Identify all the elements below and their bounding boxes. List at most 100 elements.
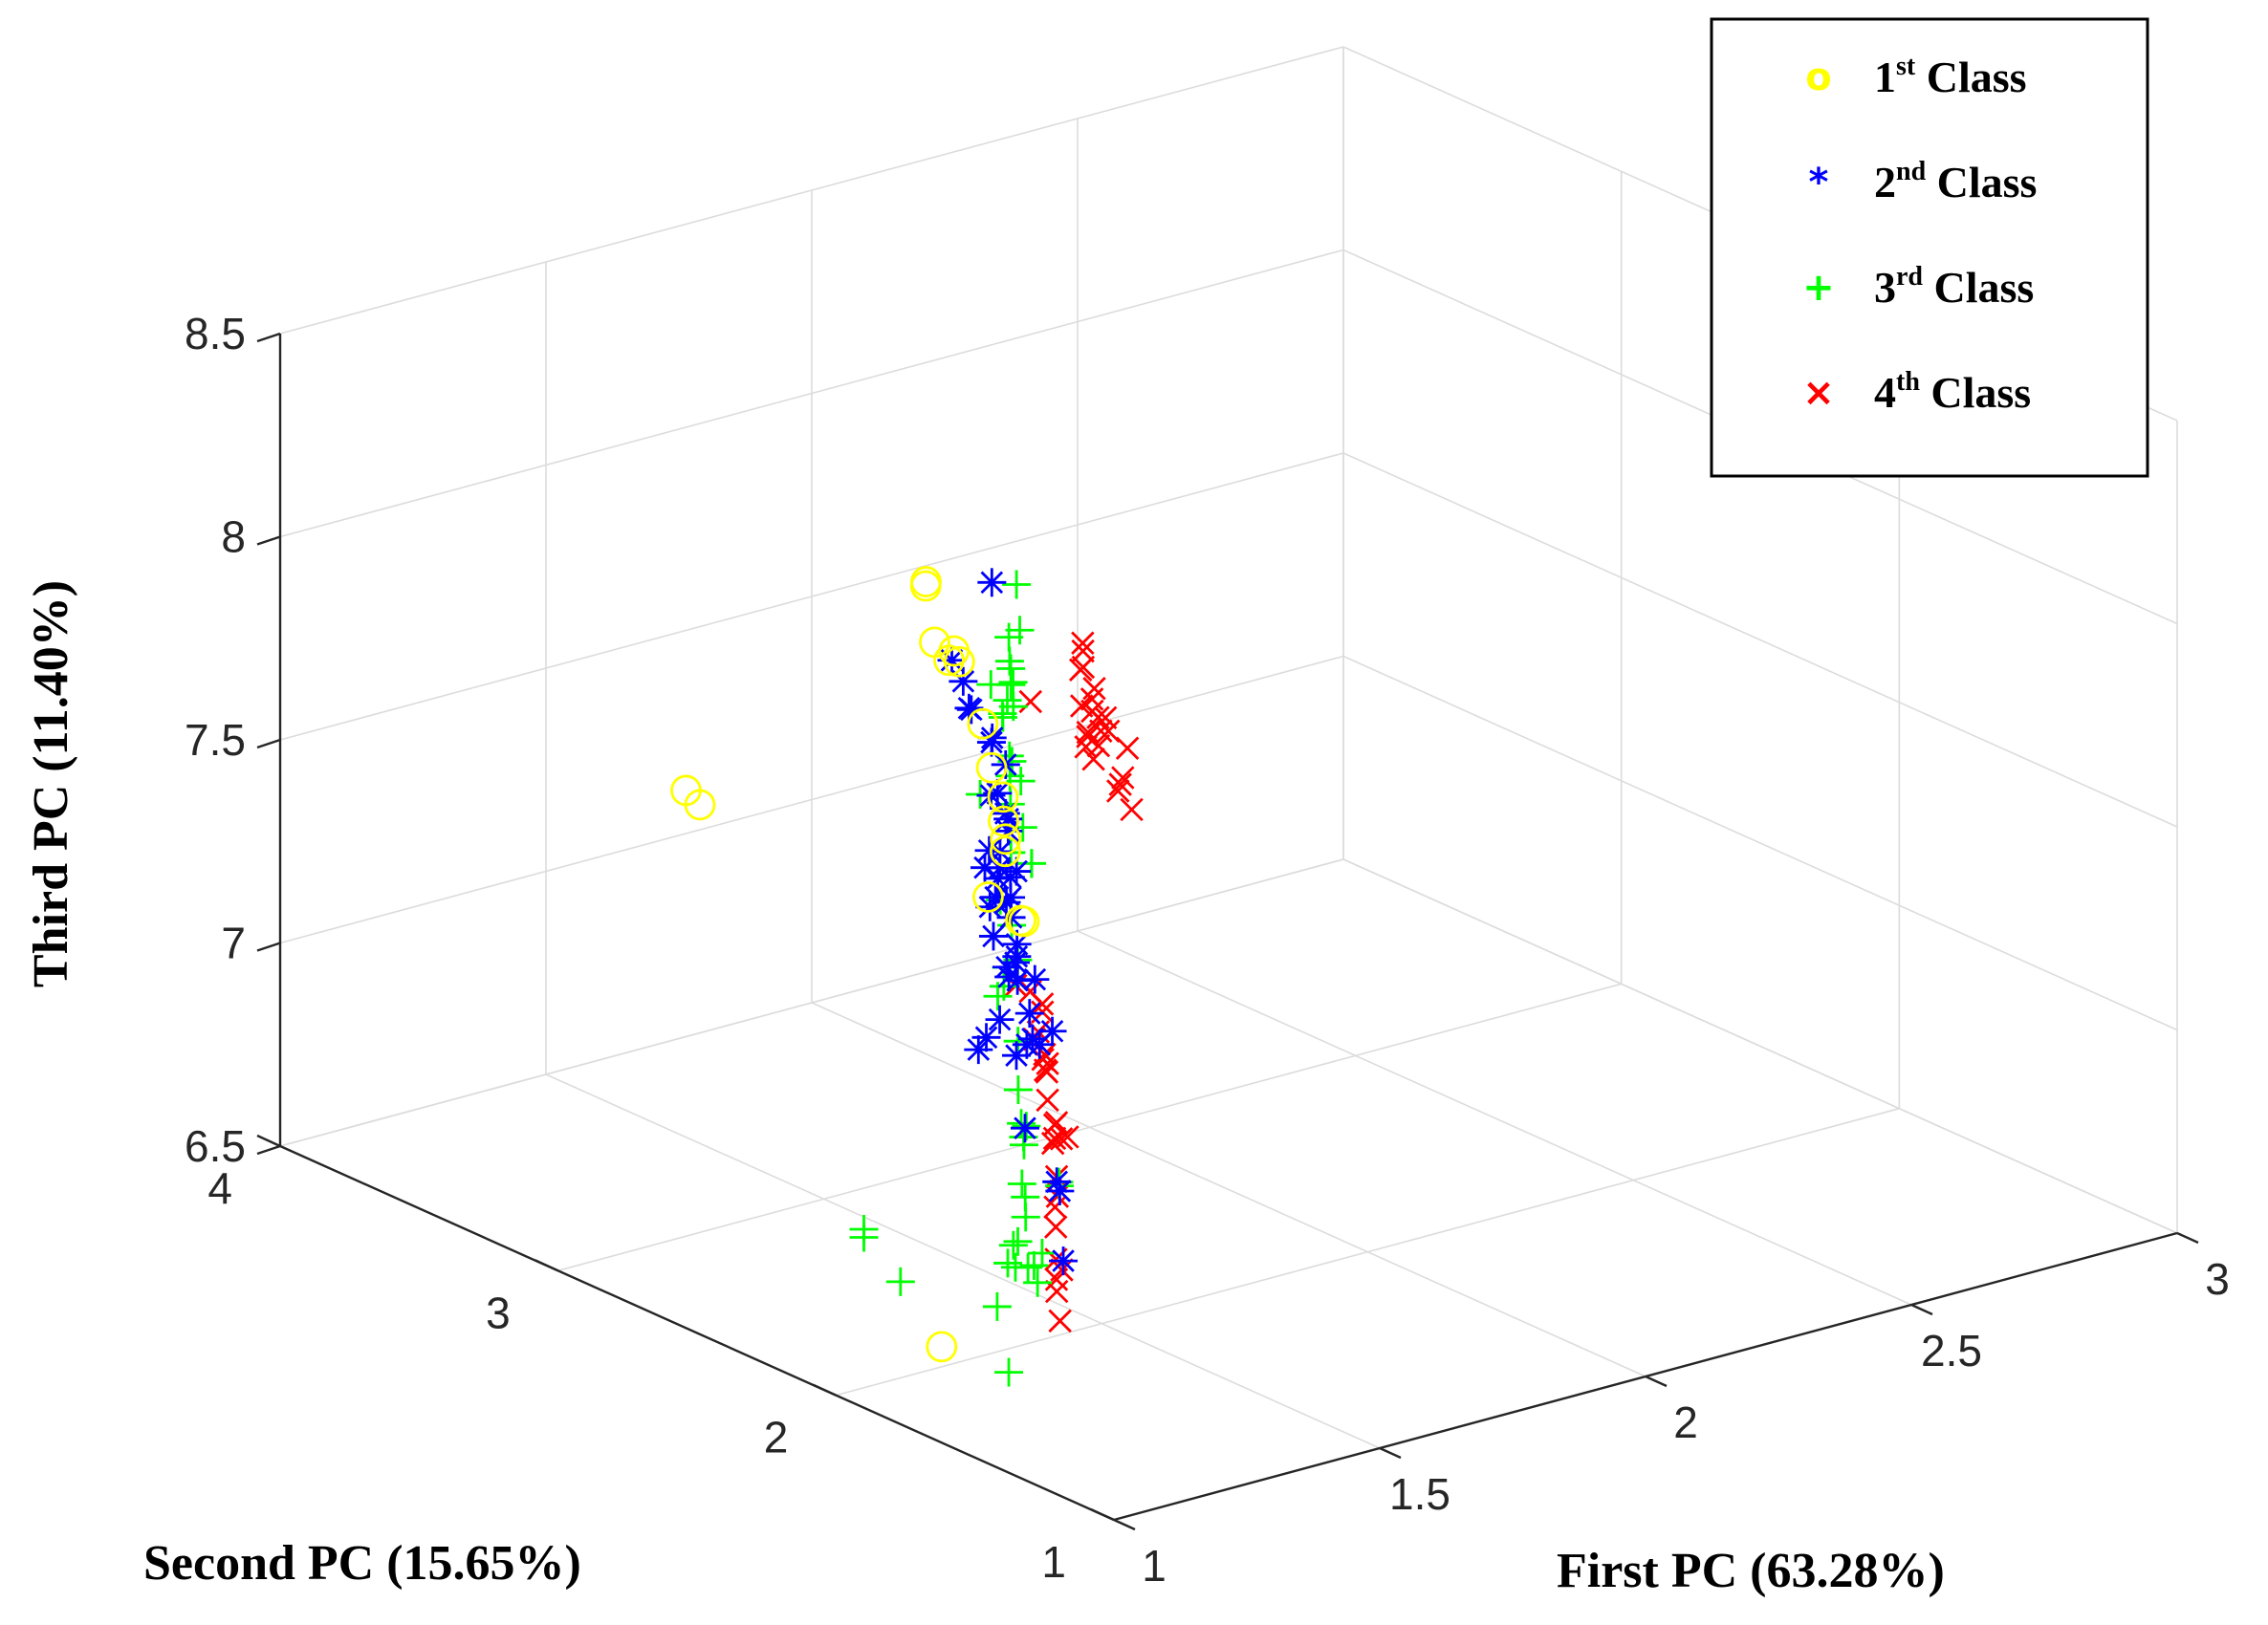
y-tick-mark [1090, 1507, 1115, 1522]
x-tick-label: 1 [1142, 1541, 1167, 1591]
data-point [1018, 689, 1043, 714]
data-point [976, 781, 1006, 811]
y-tick-mark [812, 1383, 837, 1397]
legend-entry: * 2nd Class [1809, 157, 2038, 206]
legend: o 1st Class * 2nd Class + 3rd Class × 4th Class [1710, 17, 2149, 478]
data-point [1005, 904, 1036, 937]
data-point [990, 823, 1022, 856]
data-point [1043, 1195, 1067, 1220]
y-tick-label: 1 [1041, 1537, 1066, 1587]
grid-line [279, 858, 1344, 1147]
grid-line [545, 1073, 1381, 1449]
x-tick-label: 2.5 [1921, 1326, 1982, 1376]
data-point [987, 781, 1019, 813]
data-point [1023, 1268, 1053, 1297]
data-point [1003, 1226, 1033, 1256]
axis-layer [256, 332, 2199, 1531]
data-point [1002, 1041, 1031, 1071]
z-tick-mark [256, 738, 281, 749]
data-point [971, 1023, 1001, 1052]
y-tick-mark [534, 1259, 559, 1272]
data-point [949, 666, 978, 696]
data-point [1043, 1215, 1068, 1239]
data-point [1014, 999, 1044, 1029]
data-point [1003, 1075, 1033, 1105]
data-point [1027, 1238, 1057, 1268]
legend-symbol: o [1805, 55, 1831, 99]
data-point [1007, 1169, 1036, 1199]
legend-entries: o 1st Class * 2nd Class + 3rd Class × 4th Class [1802, 52, 2037, 417]
z-tick-label: 7 [221, 919, 246, 968]
data-point [982, 1291, 1012, 1321]
data-point [1044, 1111, 1069, 1135]
data-point [1017, 849, 1047, 878]
data-point [992, 952, 1022, 982]
data-point [943, 645, 975, 678]
data-point [985, 1005, 1014, 1034]
grid-line [1342, 452, 2178, 828]
data-point [1115, 736, 1140, 760]
data-point [998, 1230, 1028, 1260]
data-point [1086, 705, 1110, 729]
data-point [998, 667, 1028, 697]
grid-line [836, 1107, 1900, 1397]
y-tick-label: 3 [486, 1288, 511, 1337]
z-axis-title: Third PC (11.40%) [24, 580, 78, 987]
data-point [1049, 1246, 1079, 1276]
legend-label: 4th Class [1874, 367, 2031, 417]
x-tick-label: 3 [2205, 1254, 2230, 1304]
legend-symbol: + [1802, 266, 1835, 310]
data-point [1106, 779, 1130, 803]
data-point [972, 881, 1004, 913]
data-point [1076, 725, 1100, 748]
data-point-layer [670, 566, 1144, 1387]
x-tick-mark [1645, 1375, 1668, 1388]
data-point [1111, 766, 1135, 790]
y-axis-title: Second PC (15.65%) [143, 1536, 581, 1591]
data-point [989, 835, 1021, 868]
data-point [978, 921, 1008, 951]
series-1 [670, 566, 1040, 1363]
data-point [1018, 979, 1042, 1004]
z-tick-mark [256, 535, 281, 546]
data-point [1000, 1252, 1030, 1282]
z-tick-label: 7.5 [185, 715, 246, 765]
data-point [994, 622, 1024, 652]
data-point [1068, 658, 1093, 682]
legend-entry: × 4th Class [1802, 367, 2031, 417]
z-tick-label: 8.5 [185, 309, 246, 358]
y-axis-line [279, 1144, 1115, 1522]
grid-line [279, 452, 1344, 741]
data-point [983, 982, 1013, 1011]
legend-entry: +3rd Class [1802, 262, 2034, 312]
x-tick-mark [1113, 1518, 1136, 1531]
data-point [1069, 694, 1094, 718]
data-point [1081, 748, 1105, 771]
y-tick-label: 4 [207, 1163, 232, 1213]
data-point [1120, 797, 1144, 822]
data-point [926, 1331, 958, 1363]
data-point [684, 789, 716, 821]
data-point [1020, 964, 1050, 994]
data-point [993, 1248, 1023, 1278]
x-tick-mark [1910, 1303, 1933, 1316]
data-point [1071, 631, 1095, 656]
data-point [970, 853, 1000, 882]
grid-line [811, 1002, 1646, 1377]
data-point [1019, 1250, 1049, 1280]
data-point [849, 1223, 879, 1252]
data-point [992, 685, 1022, 715]
data-point [994, 1357, 1024, 1387]
data-point [1025, 1029, 1055, 1059]
data-point [885, 1267, 915, 1296]
legend-label: 2nd Class [1874, 157, 2037, 206]
data-point [1082, 676, 1106, 701]
z-tick-mark [256, 332, 281, 343]
data-point [967, 707, 999, 740]
data-point [910, 566, 942, 597]
y-tick-label: 2 [764, 1413, 789, 1462]
grid-line [557, 983, 1622, 1272]
x-tick-mark [2176, 1231, 2199, 1245]
data-point [976, 670, 1006, 700]
z-tick-label: 8 [221, 512, 246, 562]
